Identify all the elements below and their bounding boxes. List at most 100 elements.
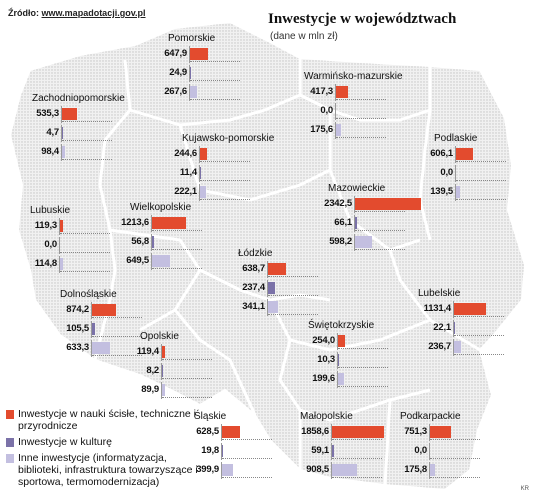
value-label-inne: 649,5 (126, 255, 149, 266)
value-label-kultura: 8,2 (146, 365, 159, 376)
bar-kultura (200, 167, 201, 179)
value-label-nauki: 647,9 (164, 48, 187, 59)
value-label-inne: 139,5 (430, 186, 453, 197)
value-label-nauki: 1858,6 (301, 426, 329, 437)
value-row-inne: 199,6 (308, 371, 388, 388)
value-row-nauki: 1213,6 (121, 215, 202, 232)
bar-inne (62, 146, 65, 158)
value-row-kultura: 0,0 (30, 237, 110, 254)
value-label-inne: 633,3 (66, 342, 89, 353)
value-row-kultura: 22,1 (424, 320, 504, 337)
region-świętokrzyskie: Świętokrzyskie 254,0 10,3 199,6 (308, 320, 388, 388)
value-label-nauki: 2342,5 (324, 198, 352, 209)
value-row-inne: 98,4 (32, 144, 125, 161)
value-row-nauki: 244,6 (170, 146, 274, 163)
value-row-kultura: 0,0 (306, 103, 403, 120)
value-row-inne: 341,1 (238, 299, 318, 316)
bar-baseline (92, 336, 142, 337)
bar-axis (61, 125, 62, 142)
value-row-kultura: 11,4 (170, 165, 274, 182)
value-label-inne: 341,1 (242, 301, 265, 312)
value-row-nauki: 1858,6 (301, 424, 385, 441)
legend-item-nauki: Inwestycje w nauki ścisłe, techniczne i … (6, 408, 206, 432)
value-row-nauki: 606,1 (426, 146, 506, 163)
bar-baseline (268, 295, 318, 296)
bar-inne (332, 464, 358, 476)
bar-baseline (338, 367, 388, 368)
bar-axis (453, 320, 454, 337)
bar-kultura (268, 282, 275, 294)
bar-baseline (60, 252, 110, 253)
value-row-inne: 649,5 (122, 253, 202, 270)
bar-kultura (222, 445, 223, 457)
value-row-inne: 175,6 (306, 122, 403, 139)
region-name: Wielkopolskie (130, 202, 192, 213)
bar-baseline (92, 355, 142, 356)
bar-inne (430, 464, 435, 476)
bar-baseline (268, 314, 318, 315)
value-label-nauki: 119,4 (136, 346, 159, 357)
value-row-nauki: 2342,5 (324, 196, 421, 213)
value-label-inne: 89,9 (141, 384, 159, 395)
region-warmińsko-mazurskie: Warmińsko-mazurskie 417,3 0,0 175,6 (304, 71, 403, 139)
bar-axis (354, 196, 355, 213)
value-row-nauki: 628,5 (192, 424, 272, 441)
bar-baseline (190, 99, 240, 100)
bar-inne (190, 86, 198, 98)
region-name: Pomorskie (168, 33, 216, 44)
bar-baseline (355, 211, 405, 212)
bar-axis (151, 234, 152, 251)
value-row-inne: 89,9 (132, 382, 212, 399)
bar-axis (335, 122, 336, 139)
bar-baseline (332, 458, 382, 459)
bar-kultura (162, 365, 163, 377)
value-label-kultura: 4,7 (46, 127, 59, 138)
value-label-kultura: 59,1 (311, 445, 329, 456)
value-label-kultura: 22,1 (433, 322, 451, 333)
bar-baseline (430, 477, 480, 478)
bar-axis (337, 333, 338, 350)
value-label-kultura: 105,5 (66, 323, 89, 334)
bar-axis (59, 237, 60, 254)
bar-baseline (62, 121, 112, 122)
value-label-kultura: 0,0 (414, 445, 427, 456)
value-row-kultura: 8,2 (132, 363, 212, 380)
bar-axis (91, 302, 92, 319)
bar-axis (221, 424, 222, 441)
bar-axis (267, 261, 268, 278)
bar-axis (455, 165, 456, 182)
region-lubuskie: Lubuskie 119,3 0,0 114,8 (30, 205, 110, 273)
bar-axis (199, 165, 200, 182)
value-label-inne: 598,2 (329, 236, 352, 247)
bar-baseline (430, 458, 480, 459)
value-label-inne: 267,6 (164, 86, 187, 97)
bar-baseline (200, 199, 250, 200)
bar-kultura (62, 127, 63, 139)
value-row-inne: 222,1 (170, 184, 274, 201)
bar-nauki (222, 426, 240, 438)
bar-baseline (92, 317, 142, 318)
value-row-inne: 139,5 (426, 184, 506, 201)
value-row-inne: 236,7 (424, 339, 504, 356)
value-row-kultura: 66,1 (325, 215, 405, 232)
bar-baseline (336, 118, 386, 119)
bar-baseline (200, 180, 250, 181)
bar-baseline (152, 249, 202, 250)
bar-nauki (336, 86, 348, 98)
bar-baseline (222, 477, 272, 478)
value-row-inne: 633,3 (62, 340, 142, 357)
region-name: Lubuskie (30, 205, 71, 216)
bar-axis (199, 184, 200, 201)
legend-item-inne: Inne inwestycje (informatyzacja, bibliot… (6, 452, 206, 488)
map-subtitle: (dane w mln zł) (270, 31, 338, 42)
bar-axis (331, 462, 332, 479)
legend-label-inne: Inne inwestycje (informatyzacja, bibliot… (18, 452, 198, 488)
source-line: Źródło: www.mapadotacji.gov.pl (8, 8, 146, 18)
bar-baseline (62, 159, 112, 160)
bar-baseline (62, 140, 112, 141)
bar-nauki (152, 217, 186, 229)
value-row-nauki: 119,4 (132, 344, 212, 361)
bar-nauki (332, 426, 385, 438)
bar-nauki (430, 426, 452, 438)
bar-axis (189, 84, 190, 101)
